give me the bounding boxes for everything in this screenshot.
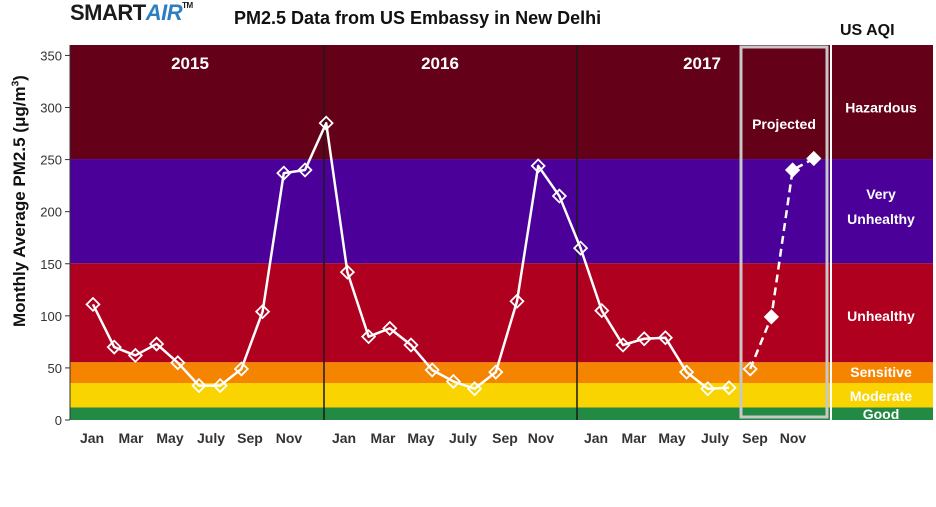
data-point bbox=[530, 158, 546, 174]
x-tick-label: Nov bbox=[780, 430, 807, 446]
data-point-projected bbox=[742, 361, 758, 377]
aqi-label-very-unhealthy: Very Unhealthy bbox=[847, 186, 915, 227]
data-point bbox=[466, 381, 483, 397]
y-tick-label: 350 bbox=[40, 48, 62, 63]
y-tick-label: 300 bbox=[40, 101, 62, 116]
logo-tm-text: TM bbox=[182, 1, 193, 10]
year-label-2017: 2017 bbox=[683, 54, 721, 73]
aqi-label-hazardous: Hazardous bbox=[845, 100, 917, 116]
x-tick-label: Mar bbox=[622, 430, 647, 446]
data-point bbox=[488, 364, 504, 380]
x-tick-label: July bbox=[701, 430, 729, 446]
projected-box bbox=[739, 45, 829, 419]
aqi-label-sensitive: Sensitive bbox=[850, 364, 912, 380]
x-tick-label: Jan bbox=[584, 430, 608, 446]
data-point bbox=[339, 264, 356, 280]
data-point bbox=[572, 240, 589, 256]
aqi-column-separator bbox=[830, 45, 832, 420]
aqi-band-very-unhealthy bbox=[70, 159, 933, 264]
data-point bbox=[254, 304, 271, 320]
data-point bbox=[148, 336, 165, 352]
x-tick-label: Sep bbox=[742, 430, 768, 446]
y-tick-label: 0 bbox=[55, 413, 62, 428]
data-point bbox=[509, 293, 525, 309]
data-point bbox=[678, 364, 695, 380]
projected-label: Projected bbox=[752, 116, 816, 132]
y-tick-label: 100 bbox=[40, 309, 62, 324]
x-tick-label: July bbox=[449, 430, 477, 446]
x-tick-label: Nov bbox=[528, 430, 555, 446]
x-tick-label: Mar bbox=[371, 430, 396, 446]
aqi-label-good: Good bbox=[863, 406, 900, 422]
data-point-projected bbox=[806, 150, 822, 167]
aqi-label-moderate: Moderate bbox=[850, 388, 912, 404]
x-tick-label: Nov bbox=[276, 430, 303, 446]
year-label-2015: 2015 bbox=[171, 54, 209, 73]
data-point bbox=[85, 296, 101, 313]
data-point bbox=[403, 337, 419, 353]
data-point bbox=[297, 162, 313, 178]
y-tick-label: 200 bbox=[40, 205, 62, 220]
y-tick-label: 50 bbox=[48, 361, 62, 376]
x-tick-label: Sep bbox=[492, 430, 518, 446]
y-tick-label: 150 bbox=[40, 257, 62, 272]
data-point bbox=[127, 347, 144, 364]
aqi-band-good bbox=[70, 407, 933, 420]
logo-air-text: AIR bbox=[145, 0, 183, 25]
data-point bbox=[360, 329, 377, 345]
year-label-2016: 2016 bbox=[421, 54, 459, 73]
x-tick-label: Jan bbox=[80, 430, 104, 446]
data-point bbox=[276, 165, 292, 181]
data-point-projected bbox=[763, 309, 780, 325]
data-point bbox=[212, 377, 228, 394]
data-point bbox=[615, 337, 631, 353]
x-tick-label: July bbox=[197, 430, 225, 446]
data-point bbox=[170, 355, 186, 371]
series-line-projected bbox=[749, 157, 815, 370]
x-tick-label: May bbox=[658, 430, 685, 446]
data-point-projected bbox=[784, 162, 801, 178]
aqi-band-hazardous bbox=[70, 45, 933, 160]
data-point bbox=[233, 361, 250, 377]
data-point bbox=[657, 330, 674, 346]
aqi-label-unhealthy: Unhealthy bbox=[847, 308, 915, 324]
data-point bbox=[382, 320, 398, 336]
chart-title: PM2.5 Data from US Embassy in New Delhi bbox=[234, 8, 602, 28]
logo-smart-text: SMART bbox=[70, 0, 146, 25]
aqi-label-very-unhealthy-line: Very bbox=[866, 186, 896, 202]
data-point bbox=[594, 302, 610, 319]
series-line-measured bbox=[91, 121, 730, 390]
data-point bbox=[318, 115, 334, 131]
x-tick-label: May bbox=[407, 430, 434, 446]
data-point bbox=[700, 381, 716, 397]
y-tick-label: 250 bbox=[40, 153, 62, 168]
smartair-logo: SMARTAIRTM bbox=[70, 2, 193, 24]
x-tick-label: Jan bbox=[332, 430, 356, 446]
data-point bbox=[551, 188, 568, 204]
x-tick-label: May bbox=[156, 430, 183, 446]
x-tick-label: Mar bbox=[119, 430, 144, 446]
data-point bbox=[445, 373, 462, 390]
data-point bbox=[191, 377, 207, 394]
aqi-label-very-unhealthy-line: Unhealthy bbox=[847, 211, 915, 227]
x-tick-label: Sep bbox=[237, 430, 263, 446]
data-point bbox=[721, 380, 737, 396]
data-point bbox=[106, 339, 122, 355]
data-point bbox=[424, 362, 440, 378]
aqi-band-unhealthy bbox=[70, 263, 933, 363]
aqi-heading: US AQI bbox=[840, 22, 895, 39]
data-point bbox=[636, 331, 652, 347]
aqi-band-moderate bbox=[70, 383, 933, 408]
